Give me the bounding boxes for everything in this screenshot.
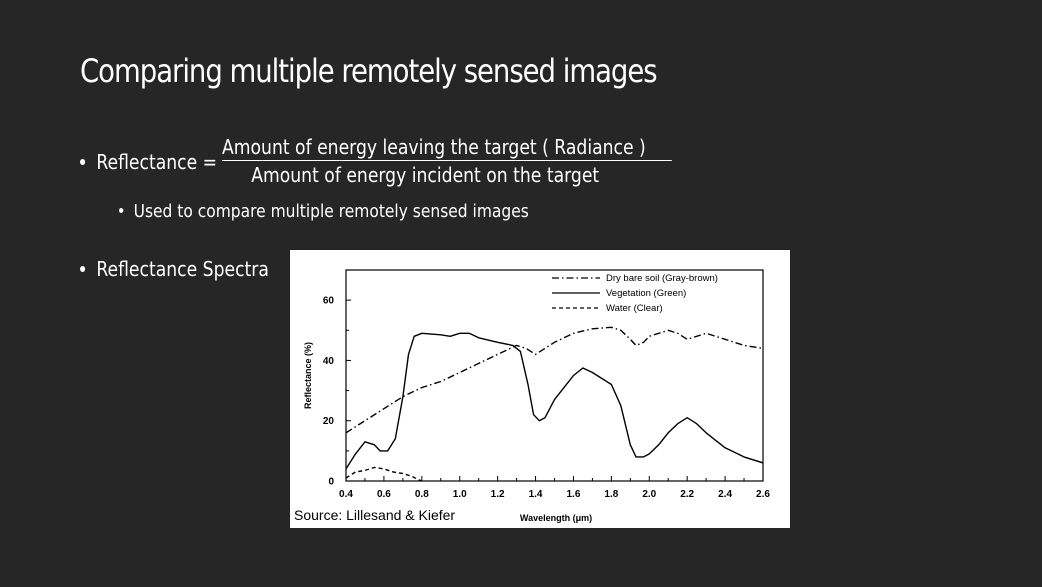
x-tick-label: 2.2 [680, 489, 694, 500]
figure-source: Source: Lillesand & Kiefer [294, 507, 456, 523]
x-tick-label: 0.8 [415, 489, 429, 500]
bullet-reflectance: Reflectance = [80, 150, 217, 174]
y-tick-label: 40 [323, 356, 335, 367]
reflectance-spectra-figure: 0.4 0.6 0.8 1.0 1.2 1.4 1.6 1.8 2.0 2.2 2.4 2.6 0 20 4… [290, 250, 790, 528]
x-tick-label: 2.6 [756, 489, 770, 500]
x-tick-label: 2.4 [718, 489, 732, 500]
x-tick-label: 1.6 [567, 489, 581, 500]
reflectance-chart: 0.4 0.6 0.8 1.0 1.2 1.4 1.6 1.8 2.0 2.2 2.4 2.6 0 20 4… [303, 269, 770, 523]
bullet-dot [80, 158, 86, 165]
bullet-dot [80, 265, 86, 272]
sub-bullet-compare: Used to compare multiple remotely sensed… [119, 201, 529, 222]
spectra-label: Reflectance Spectra [96, 257, 269, 281]
reflectance-fraction: Amount of energy leaving the target ( Ra… [222, 135, 672, 187]
fraction-numerator: Amount of energy leaving the target ( Ra… [222, 135, 672, 161]
legend-entry: Vegetation (Green) [606, 288, 686, 299]
x-tick-label: 0.4 [339, 489, 353, 500]
fraction-denominator: Amount of energy incident on the target [251, 163, 600, 187]
x-tick-label: 1.4 [529, 489, 543, 500]
x-tick-label: 1.8 [604, 489, 618, 500]
y-tick-label: 20 [323, 416, 335, 427]
bullet-spectra: Reflectance Spectra [80, 257, 269, 281]
series-line-dashed [345, 466, 423, 482]
y-tick-label: 60 [323, 296, 335, 307]
series-line-solid [345, 332, 764, 470]
plot-frame [345, 269, 764, 482]
bullet-dot [119, 207, 124, 213]
x-tick-label: 1.0 [453, 489, 467, 500]
y-tick-label: 0 [328, 477, 334, 488]
series-line-dash-dot [345, 326, 764, 434]
sub-bullet-text: Used to compare multiple remotely sensed… [133, 201, 529, 222]
x-tick-label: 2.0 [642, 489, 656, 500]
reflectance-label: Reflectance = [96, 150, 218, 174]
x-axis-label: Wavelength (μm) [520, 513, 592, 523]
x-tick-label: 1.2 [491, 489, 505, 500]
legend-entry: Dry bare soil (Gray-brown) [606, 273, 718, 284]
x-tick-label: 0.6 [377, 489, 391, 500]
slide-title: Comparing multiple remotely sensed image… [80, 52, 658, 90]
legend-entry: Water (Clear) [606, 303, 663, 314]
y-axis-label: Reflectance (%) [303, 342, 313, 409]
